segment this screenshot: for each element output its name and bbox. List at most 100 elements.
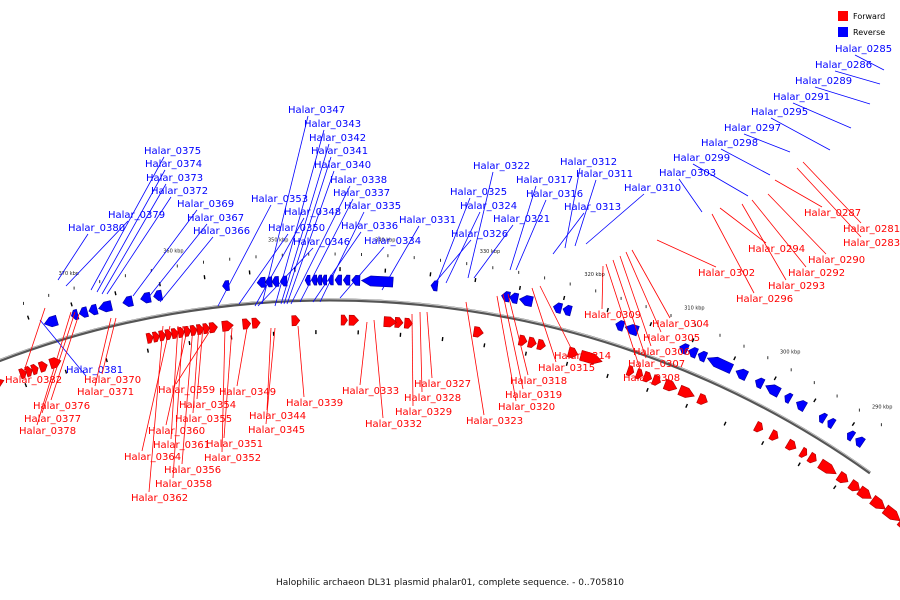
reverse-gene-arrow	[256, 276, 267, 288]
reverse-gene-label: Halar_0321	[493, 214, 550, 225]
scale-tick-mark	[836, 394, 838, 398]
forward-gene-arrow	[798, 446, 808, 458]
leader-line	[605, 263, 642, 373]
forward-gene-arrow	[472, 326, 484, 338]
marker-tick	[851, 422, 856, 427]
forward-gene-arrow	[835, 470, 849, 484]
leader-line	[656, 239, 717, 268]
marker-tick	[646, 387, 649, 393]
scale-tick-mark	[670, 314, 672, 317]
forward-gene-arrow	[847, 479, 861, 492]
marker-tick	[562, 295, 566, 301]
reverse-gene-label: Halar_0350	[268, 223, 325, 234]
reverse-gene-arrow	[88, 303, 99, 316]
leader-line	[507, 293, 529, 376]
leader-line	[159, 236, 214, 303]
leader-line	[770, 117, 831, 151]
leader-line	[265, 327, 276, 425]
forward-gene-label: Halar_0287	[804, 208, 861, 219]
legend-item-forward: Forward	[838, 9, 900, 23]
forward-gene-arrow	[856, 485, 872, 499]
leader-line	[181, 325, 194, 465]
reverse-gene-label: Halar_0291	[773, 92, 830, 103]
backbone-highlight	[0, 298, 871, 473]
reverse-gene-label: Halar_0374	[145, 159, 202, 170]
reverse-gene-arrow	[796, 400, 808, 413]
leader-line	[678, 178, 703, 213]
forward-gene-label: Halar_0294	[748, 244, 805, 255]
reverse-gene-label: Halar_0331	[399, 215, 456, 226]
leader-line	[741, 203, 787, 281]
legend: Forward Reverse	[838, 9, 900, 39]
reverse-gene-arrow	[679, 343, 690, 355]
scale-tick-mark	[124, 274, 126, 278]
reverse-gene-arrow	[755, 377, 766, 390]
scale-tick-mark	[595, 289, 597, 293]
leader-line	[280, 143, 330, 305]
marker-tick	[833, 485, 837, 490]
leader-line	[612, 259, 647, 359]
scale-tick-mark	[695, 323, 697, 327]
forward-gene-arrow	[677, 384, 695, 398]
forward-gene-label: Halar_0359	[158, 385, 215, 396]
leader-line	[221, 327, 226, 453]
forward-gene-label: Halar_0370	[84, 375, 141, 386]
forward-gene-label: Halar_0371	[77, 387, 134, 398]
scale-tick-mark	[387, 254, 389, 258]
forward-gene-label: Halar_0319	[505, 390, 562, 401]
forward-gene-arrow	[527, 336, 537, 349]
legend-item-reverse: Reverse	[838, 25, 900, 39]
forward-gene-label: Halar_0307	[628, 359, 685, 370]
reverse-gene-label: Halar_0303	[659, 168, 716, 179]
reverse-gene-label: Halar_0369	[177, 199, 234, 210]
backbone	[0, 298, 872, 475]
scale-tick-mark	[518, 270, 520, 274]
leader-line	[50, 313, 80, 401]
leader-line	[802, 161, 862, 224]
leader-line	[359, 321, 368, 386]
forward-gene-arrow	[37, 361, 48, 373]
map-title: Halophilic archaeon DL31 plasmid phalar0…	[275, 578, 625, 588]
forward-gene-label: Halar_0358	[155, 479, 212, 490]
forward-gene-arrow	[241, 318, 252, 330]
scale-tick-mark	[790, 368, 792, 372]
leader-line	[619, 255, 652, 347]
forward-gene-label: Halar_0302	[698, 268, 755, 279]
leader-line	[774, 179, 823, 208]
marker-tick	[723, 421, 727, 426]
leader-line	[101, 317, 117, 375]
reverse-gene-arrow	[334, 274, 343, 286]
forward-gene-label: Halar_0376	[33, 401, 90, 412]
forward-gene-arrow	[625, 365, 635, 377]
forward-gene-label: Halar_0292	[788, 268, 845, 279]
marker-tick	[685, 403, 689, 408]
forward-gene-arrow	[817, 458, 837, 475]
forward-gene-arrow	[566, 346, 579, 359]
leader-line	[192, 325, 200, 414]
reverse-gene-arrow	[342, 274, 351, 286]
scale-tick-mark	[308, 252, 310, 256]
marker-tick	[565, 361, 569, 366]
scale-tick-mark	[413, 256, 415, 260]
leader-line	[65, 220, 129, 287]
forward-gene-label: Halar_0315	[538, 363, 595, 374]
forward-gene-label: Halar_0345	[248, 425, 305, 436]
forward-gene-arrow	[145, 332, 154, 344]
scale-tick-label: 360 kbp	[163, 249, 183, 255]
reverse-gene-label: Halar_0337	[333, 188, 390, 199]
forward-gene-label: Halar_0308	[623, 373, 680, 384]
marker-tick	[797, 462, 801, 467]
leader-line	[297, 325, 305, 398]
forward-gene-arrow	[24, 366, 33, 378]
leader-line	[266, 327, 272, 411]
reverse-gene-label: Halar_0298	[701, 138, 758, 149]
reverse-gene-arrow	[304, 274, 311, 286]
forward-gene-arrow	[291, 315, 301, 327]
scale-tick-mark	[23, 301, 24, 305]
forward-gene-label: Halar_0349	[219, 387, 276, 398]
leader-line	[502, 293, 524, 390]
reverse-gene-label: Halar_0311	[576, 169, 633, 180]
leader-line	[692, 163, 749, 197]
leader-line	[601, 265, 604, 310]
forward-gene-label: Halar_0364	[124, 452, 181, 463]
